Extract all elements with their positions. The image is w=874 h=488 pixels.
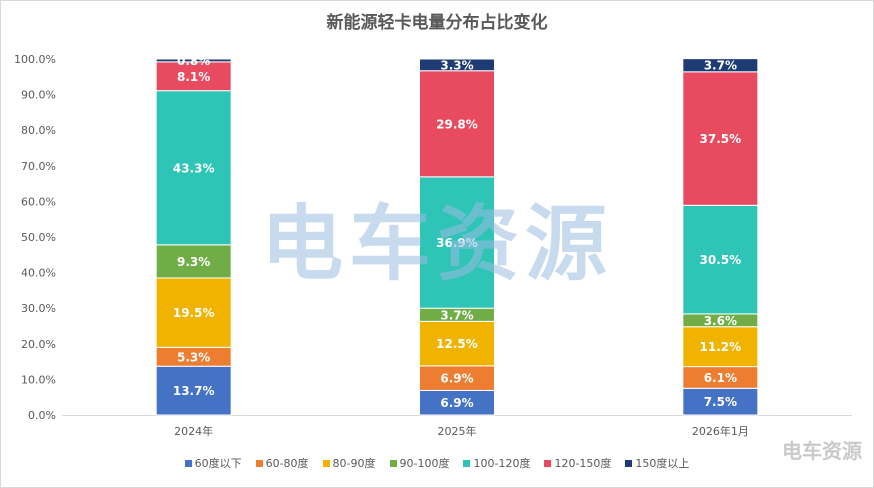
data-label: 43.3% <box>173 161 215 175</box>
bar-segment <box>682 58 759 73</box>
legend-item: 120-150度 <box>544 455 611 471</box>
legend-label: 60-80度 <box>265 457 309 470</box>
data-label: 11.2% <box>700 340 742 354</box>
bar-segment <box>155 244 232 279</box>
y-tick-label: 90.0% <box>21 89 56 102</box>
data-label: 6.9% <box>440 396 473 410</box>
legend-swatch <box>184 459 192 467</box>
legend-swatch <box>322 459 330 467</box>
data-label: 3.3% <box>440 58 473 72</box>
data-label: 3.6% <box>704 314 737 328</box>
legend-label: 80-90度 <box>332 457 376 470</box>
data-label: 13.7% <box>173 384 215 398</box>
data-label: 12.5% <box>436 337 478 351</box>
data-label: 19.5% <box>173 306 215 320</box>
bar-segment <box>155 365 232 416</box>
bar-segment <box>155 61 232 92</box>
legend-swatch <box>463 459 471 467</box>
bar-segment <box>419 58 495 72</box>
bar-segment <box>155 90 232 246</box>
legend-label: 120-150度 <box>554 457 612 470</box>
bar-segment <box>419 389 495 416</box>
legend-item: 60-80度 <box>255 455 309 471</box>
watermark-logo: 电车资源 <box>261 197 613 292</box>
y-tick-label: 100.0% <box>14 53 56 66</box>
data-label: 6.1% <box>704 371 737 385</box>
legend-swatch <box>625 459 633 467</box>
legend-item: 100-120度 <box>463 455 530 471</box>
bar-segment <box>419 70 495 178</box>
data-label: 5.3% <box>177 350 210 364</box>
bar-segment <box>419 365 495 391</box>
legend-label: 60度以下 <box>194 457 242 470</box>
legend-label: 90-100度 <box>399 457 450 470</box>
legend-item: 150度以上 <box>625 455 689 471</box>
bar-segment <box>155 58 232 63</box>
bar-segment <box>682 387 759 416</box>
x-tick-label: 2026年1月 <box>692 424 749 438</box>
legend-swatch <box>544 459 552 467</box>
data-label: 0.8% <box>177 54 210 68</box>
y-tick-label: 70.0% <box>21 160 56 173</box>
x-tick-label: 2025年 <box>438 424 477 438</box>
y-tick-label: 50.0% <box>21 231 56 244</box>
y-tick-label: 60.0% <box>21 195 56 208</box>
y-tick-label: 0.0% <box>28 409 56 422</box>
legend-swatch <box>389 459 397 467</box>
y-tick-label: 30.0% <box>21 302 56 315</box>
data-label: 36.9% <box>436 236 478 250</box>
chart-legend: 60度以下 60-80度 80-90度 90-100度 100-120度 120-150度… <box>0 455 874 471</box>
bar-segment <box>682 71 759 206</box>
data-label: 9.3% <box>177 255 210 269</box>
legend-label: 150度以上 <box>635 457 690 470</box>
bar-segment <box>682 204 759 315</box>
bar-segment <box>419 176 495 309</box>
y-tick-label: 10.0% <box>21 373 56 386</box>
data-label: 37.5% <box>700 132 742 146</box>
legend-item: 80-90度 <box>322 455 376 471</box>
x-tick-label: 2024年 <box>174 424 213 438</box>
data-label: 7.5% <box>704 395 737 409</box>
data-label: 6.9% <box>440 372 473 386</box>
chart-title: 新能源轻卡电量分布占比变化 <box>326 13 548 33</box>
legend-swatch <box>255 459 263 467</box>
data-label: 30.5% <box>700 253 742 267</box>
legend-item: 90-100度 <box>389 455 450 471</box>
y-tick-label: 20.0% <box>21 338 56 351</box>
y-tick-label: 40.0% <box>21 267 56 280</box>
watermark-corner: 电车资源 <box>782 439 862 463</box>
legend-label: 100-120度 <box>473 457 531 470</box>
bar-segment <box>155 277 232 348</box>
y-tick-label: 80.0% <box>21 124 56 137</box>
legend-item: 60度以下 <box>184 455 242 471</box>
data-label: 3.7% <box>704 59 737 73</box>
data-label: 3.7% <box>440 308 473 322</box>
data-label: 29.8% <box>436 117 478 131</box>
data-label: 8.1% <box>177 70 210 84</box>
